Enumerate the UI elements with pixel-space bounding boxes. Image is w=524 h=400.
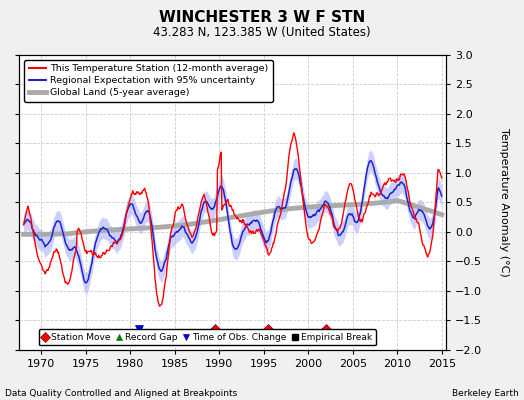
Text: 43.283 N, 123.385 W (United States): 43.283 N, 123.385 W (United States) (153, 26, 371, 39)
Legend: Station Move, Record Gap, Time of Obs. Change, Empirical Break: Station Move, Record Gap, Time of Obs. C… (38, 329, 376, 346)
Y-axis label: Temperature Anomaly (°C): Temperature Anomaly (°C) (499, 128, 509, 277)
Text: WINCHESTER 3 W F STN: WINCHESTER 3 W F STN (159, 10, 365, 25)
Text: Data Quality Controlled and Aligned at Breakpoints: Data Quality Controlled and Aligned at B… (5, 389, 237, 398)
Text: Berkeley Earth: Berkeley Earth (452, 389, 519, 398)
